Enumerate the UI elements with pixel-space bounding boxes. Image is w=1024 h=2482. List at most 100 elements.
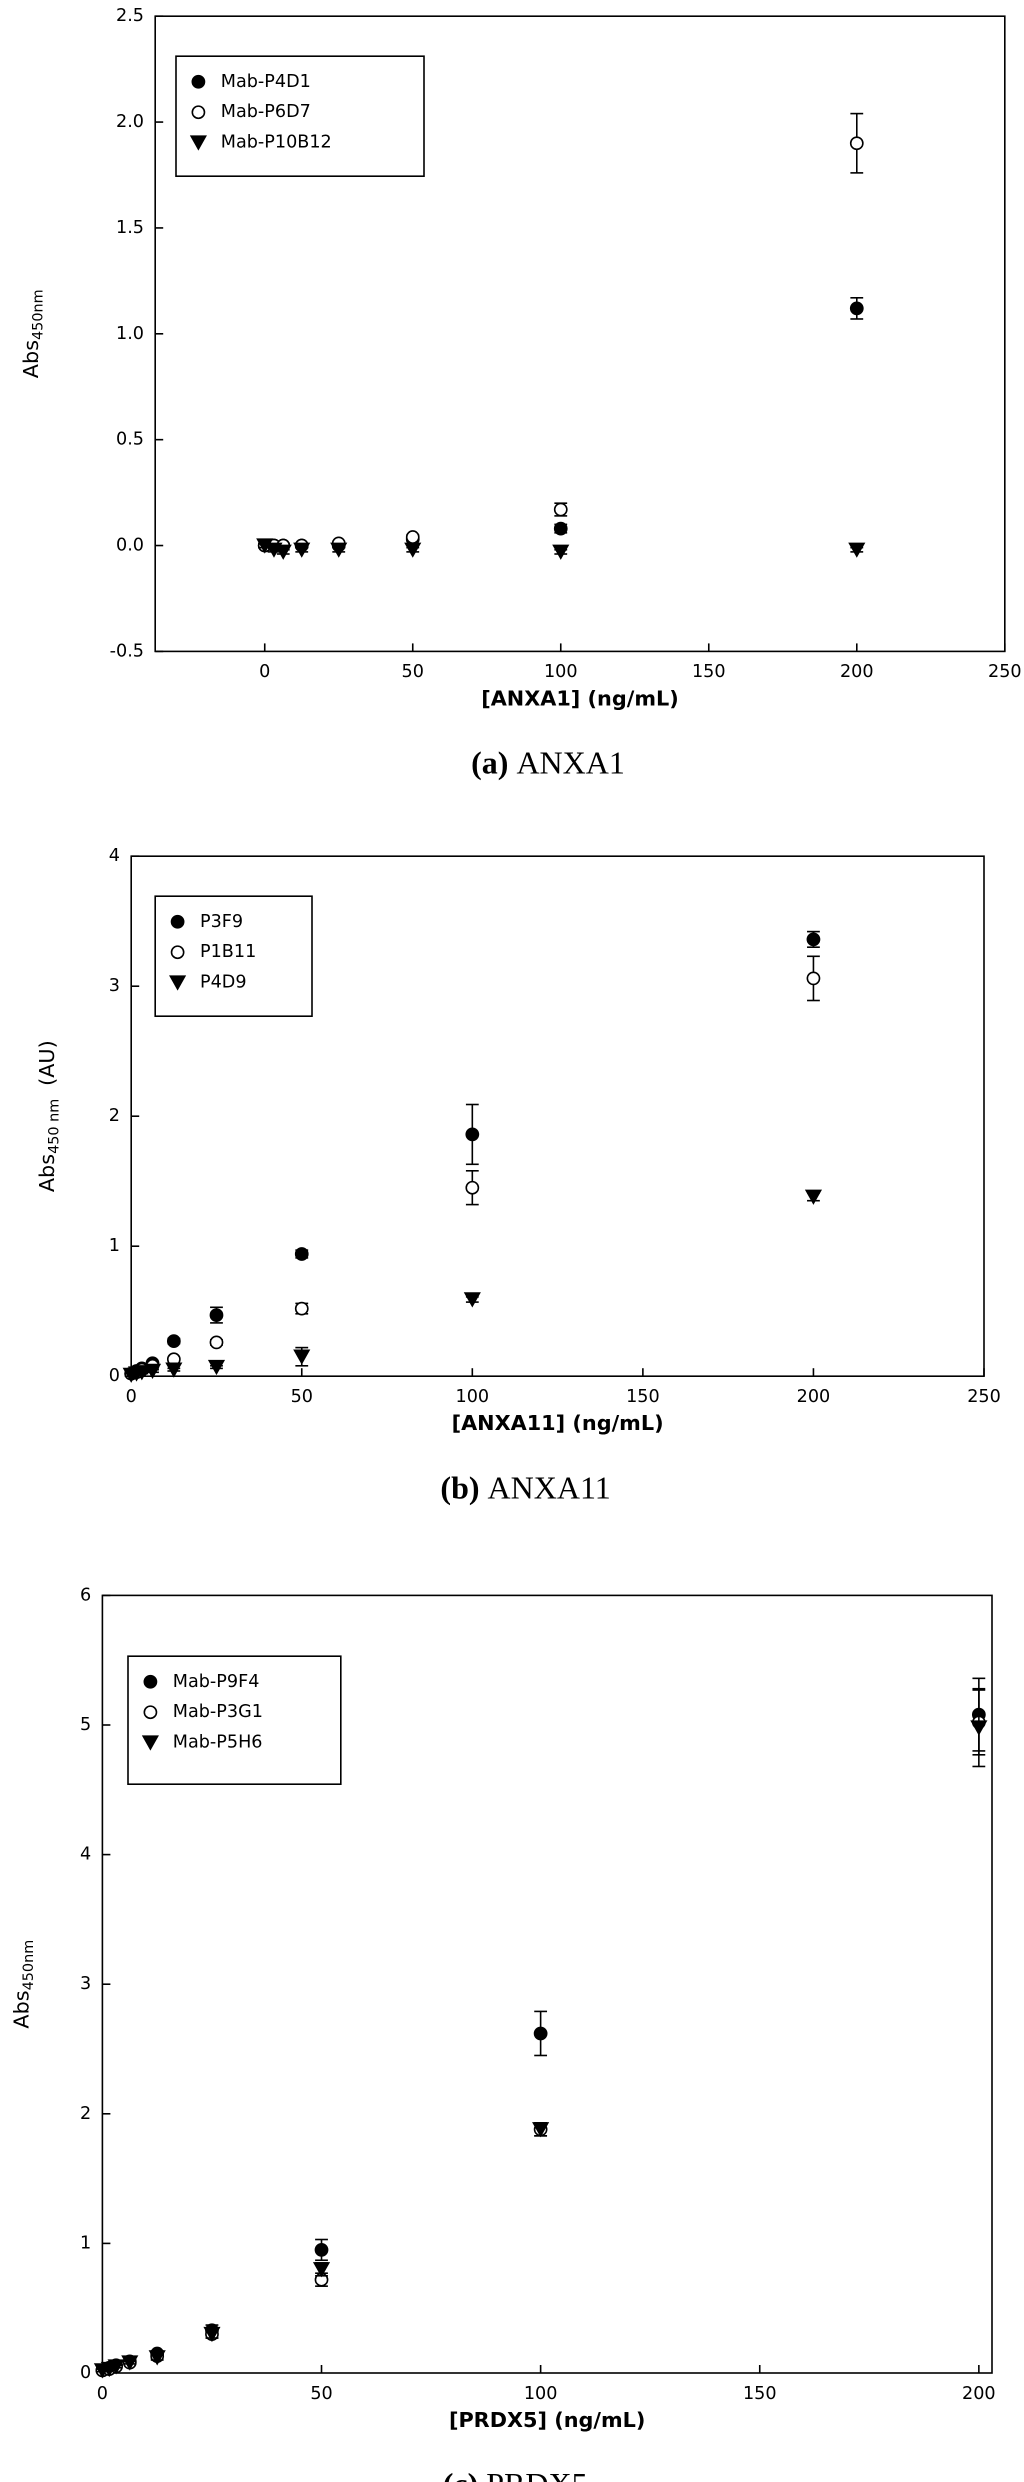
y-label-main: Abs xyxy=(35,1154,59,1192)
marker xyxy=(209,1335,224,1350)
y-tick-label: 4 xyxy=(109,846,120,866)
marker xyxy=(165,1362,183,1378)
legend-box xyxy=(127,1655,342,1785)
marker xyxy=(166,1334,181,1348)
legend-marker xyxy=(143,1674,158,1689)
x-tick-label: 250 xyxy=(967,1387,1001,1407)
caption-text: ANXA11 xyxy=(488,1470,611,1506)
x-tick-label: 100 xyxy=(524,2384,558,2404)
caption-label: (b) xyxy=(440,1470,479,1506)
y-label-main: Abs xyxy=(9,1990,33,2028)
marker xyxy=(330,542,348,558)
marker xyxy=(143,1363,162,1380)
y-tick-label: 2.5 xyxy=(116,6,144,26)
y-tick-label: 1 xyxy=(109,1236,120,1256)
y-tick-label: 1.0 xyxy=(116,324,144,344)
y-label-sub: 450nm xyxy=(30,289,46,340)
legend-marker xyxy=(189,135,207,151)
legend-marker xyxy=(143,1705,158,1720)
caption: (a) ANXA1 xyxy=(471,745,625,781)
marker xyxy=(533,2026,548,2041)
legend-label: Mab-P9F4 xyxy=(173,1672,260,1692)
x-tick-label: 150 xyxy=(626,1387,660,1407)
x-axis-label: [ANXA11] (ng/mL) xyxy=(452,1411,664,1435)
x-tick-label: 100 xyxy=(544,662,578,682)
marker xyxy=(294,1301,309,1316)
y-tick-label: 1.5 xyxy=(116,218,144,238)
y-tick-label: 5 xyxy=(80,1715,91,1735)
legend-marker xyxy=(170,914,185,929)
marker xyxy=(849,301,864,316)
legend-marker xyxy=(170,945,185,960)
marker xyxy=(553,521,568,536)
marker xyxy=(203,2326,221,2343)
y-label-sub: 450 nm xyxy=(46,1099,62,1154)
marker xyxy=(465,1180,480,1195)
y-label-suffix: (AU) xyxy=(35,1040,59,1086)
marker xyxy=(312,2262,331,2278)
marker xyxy=(463,1292,481,1308)
marker xyxy=(121,2355,139,2371)
legend-marker xyxy=(191,74,206,89)
marker xyxy=(404,542,422,558)
x-tick-label: 50 xyxy=(310,2384,332,2404)
marker xyxy=(293,1349,311,1365)
marker xyxy=(806,932,821,947)
marker xyxy=(405,530,420,544)
marker xyxy=(804,1189,823,1205)
x-axis-label: [PRDX5] (ng/mL) xyxy=(449,2408,646,2432)
legend-marker xyxy=(141,1735,159,1751)
x-tick-label: 200 xyxy=(840,662,874,682)
marker xyxy=(107,2359,125,2375)
x-tick-label: 200 xyxy=(797,1387,831,1407)
caption-text: ANXA1 xyxy=(516,745,624,781)
marker xyxy=(293,542,311,558)
y-tick-label: 2 xyxy=(80,2104,91,2124)
marker xyxy=(133,1365,151,1381)
y-axis-label: Abs450 nm (AU) xyxy=(35,1040,62,1192)
legend-label: Mab-P5H6 xyxy=(173,1733,263,1753)
y-label-main: Abs xyxy=(19,340,43,378)
caption-label: (c) xyxy=(443,2467,479,2482)
caption-text: PRDX5 xyxy=(486,2467,587,2482)
legend-label: Mab-P3G1 xyxy=(173,1702,263,1722)
marker xyxy=(849,136,864,151)
y-axis-label: Abs450nm xyxy=(9,1940,36,2029)
marker xyxy=(806,971,821,986)
y-tick-label: 2.0 xyxy=(116,112,144,132)
caption: (c) PRDX5 xyxy=(443,2467,588,2482)
x-tick-label: 0 xyxy=(259,662,270,682)
marker xyxy=(848,542,866,558)
y-tick-label: 6 xyxy=(80,1585,91,1605)
caption-label: (a) xyxy=(471,745,508,781)
legend-marker xyxy=(169,975,187,991)
legend-label: P3F9 xyxy=(200,912,243,932)
marker xyxy=(294,1247,309,1261)
marker xyxy=(553,502,568,517)
y-tick-label: 0.0 xyxy=(116,536,144,556)
y-tick-label: -0.5 xyxy=(110,641,144,661)
x-tick-label: 50 xyxy=(291,1387,313,1407)
marker xyxy=(552,544,570,560)
marker xyxy=(274,544,292,560)
y-axis-label: Abs450nm xyxy=(19,289,46,378)
marker xyxy=(532,2122,550,2138)
y-tick-label: 3 xyxy=(80,1974,91,1994)
x-axis-label: [ANXA1] (ng/mL) xyxy=(481,686,679,710)
y-tick-label: 3 xyxy=(109,976,120,996)
y-tick-label: 4 xyxy=(80,1845,91,1865)
x-tick-label: 0 xyxy=(97,2384,108,2404)
y-tick-label: 2 xyxy=(109,1106,120,1126)
marker xyxy=(465,1127,480,1142)
x-tick-label: 50 xyxy=(402,662,424,682)
y-tick-label: 0 xyxy=(109,1366,120,1386)
x-tick-label: 150 xyxy=(692,662,726,682)
legend-label: P1B11 xyxy=(200,942,256,962)
y-tick-label: 0 xyxy=(80,2363,91,2383)
marker xyxy=(207,1359,226,1376)
marker xyxy=(209,1308,224,1322)
caption: (b) ANXA11 xyxy=(440,1470,610,1506)
y-label-sub: 450nm xyxy=(21,1940,37,1991)
